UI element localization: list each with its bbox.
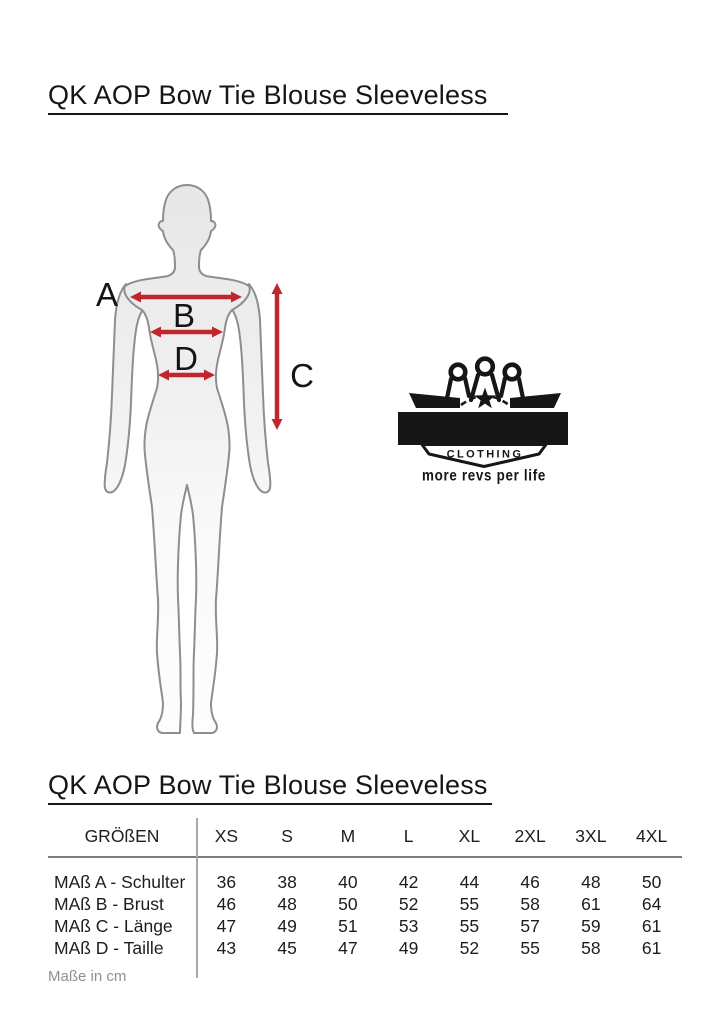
cell: 61 [641,937,662,958]
cell: 49 [277,915,297,936]
measure-c-arrow [271,283,283,430]
brand-name: QUEEN KEROSIN [407,413,559,444]
cell: 52 [459,937,480,958]
cell: 43 [216,937,237,958]
cell: 42 [398,871,419,892]
size-table: GRÖßEN XS S M L XL 2XL 3XL 4XL MAß A - S… [48,816,682,985]
cell: 46 [216,893,237,914]
cell: 45 [277,937,297,958]
brand-logo: QUEEN KEROSIN CLOTHING more revs per lif… [398,356,568,485]
figure-arms [103,283,272,494]
cell: 59 [581,915,601,936]
measure-d-arrow [158,369,215,381]
cell: 61 [581,893,601,914]
cell: 36 [216,871,237,892]
brand-slogan: more revs per life [422,468,546,485]
table-body: MAß A - Schulter 36 38 40 42 44 46 48 50… [48,858,682,959]
star-icon [474,387,496,409]
measure-a-label: A [96,276,118,313]
cell: 49 [398,937,419,958]
cell: 47 [338,937,358,958]
cell: 46 [520,871,540,892]
size-header-3xl: 3XL [575,825,607,846]
cell: 64 [641,893,662,914]
table-divider-line [196,818,198,978]
cell: 58 [581,937,601,958]
clothing-ribbon [420,443,548,468]
size-header-2xl: 2XL [514,825,546,846]
size-header-m: M [340,825,356,846]
cell: 38 [277,871,297,892]
size-header-xl: XL [458,825,481,846]
cell: 48 [277,893,297,914]
row-label: MAß B - Brust [54,893,164,914]
row-label: MAß C - Länge [54,915,173,936]
size-header-xs: XS [214,825,239,846]
cell: 53 [398,915,419,936]
row-label: MAß D - Taille [54,937,164,958]
table-row: MAß D - Taille 43 45 47 49 52 55 58 61 [48,937,682,959]
table-row: MAß B - Brust 46 48 50 52 55 58 61 64 [48,893,682,915]
size-header-l: L [403,825,414,846]
cell: 61 [641,915,662,936]
cell: 55 [520,937,540,958]
cell: 55 [459,915,480,936]
cell: 44 [459,871,480,892]
units-note: Maße in cm [48,968,127,985]
cell: 51 [338,915,358,936]
table-row: MAß A - Schulter 36 38 40 42 44 46 48 50 [48,871,682,893]
left-arm-outline [103,283,146,494]
cell: 52 [398,893,419,914]
cell: 50 [338,893,358,914]
page-title: QK AOP Bow Tie Blouse Sleeveless [48,80,508,116]
size-chart-title: QK AOP Bow Tie Blouse Sleeveless [48,770,492,806]
measure-a-arrow [130,291,242,303]
table-header-rule [48,856,682,858]
right-arm-outline [229,283,272,494]
table-header-row: GRÖßEN XS S M L XL 2XL 3XL 4XL [48,816,682,856]
column-header-sizes: GRÖßEN [84,825,160,846]
figure-body-outline [123,184,251,734]
measure-b-label: B [173,297,195,334]
cell: 57 [520,915,540,936]
size-header-4xl: 4XL [636,825,668,846]
cell: 48 [581,871,601,892]
measure-d-label: D [174,340,198,377]
size-header-s: S [281,825,293,846]
body-measurement-diagram: A B D C [96,184,314,734]
cell: 58 [520,893,540,914]
brand-banner [398,412,568,445]
cell: 50 [641,871,662,892]
cell: 47 [216,915,237,936]
table-row: MAß C - Länge 47 49 51 53 55 57 59 61 [48,915,682,937]
measure-b-arrow [150,326,223,338]
measure-c-label: C [290,357,314,394]
row-label: MAß A - Schulter [54,871,186,892]
cell: 55 [459,893,480,914]
cell: 40 [338,871,358,892]
crown-icon [409,356,561,409]
brand-division: CLOTHING [447,449,524,461]
